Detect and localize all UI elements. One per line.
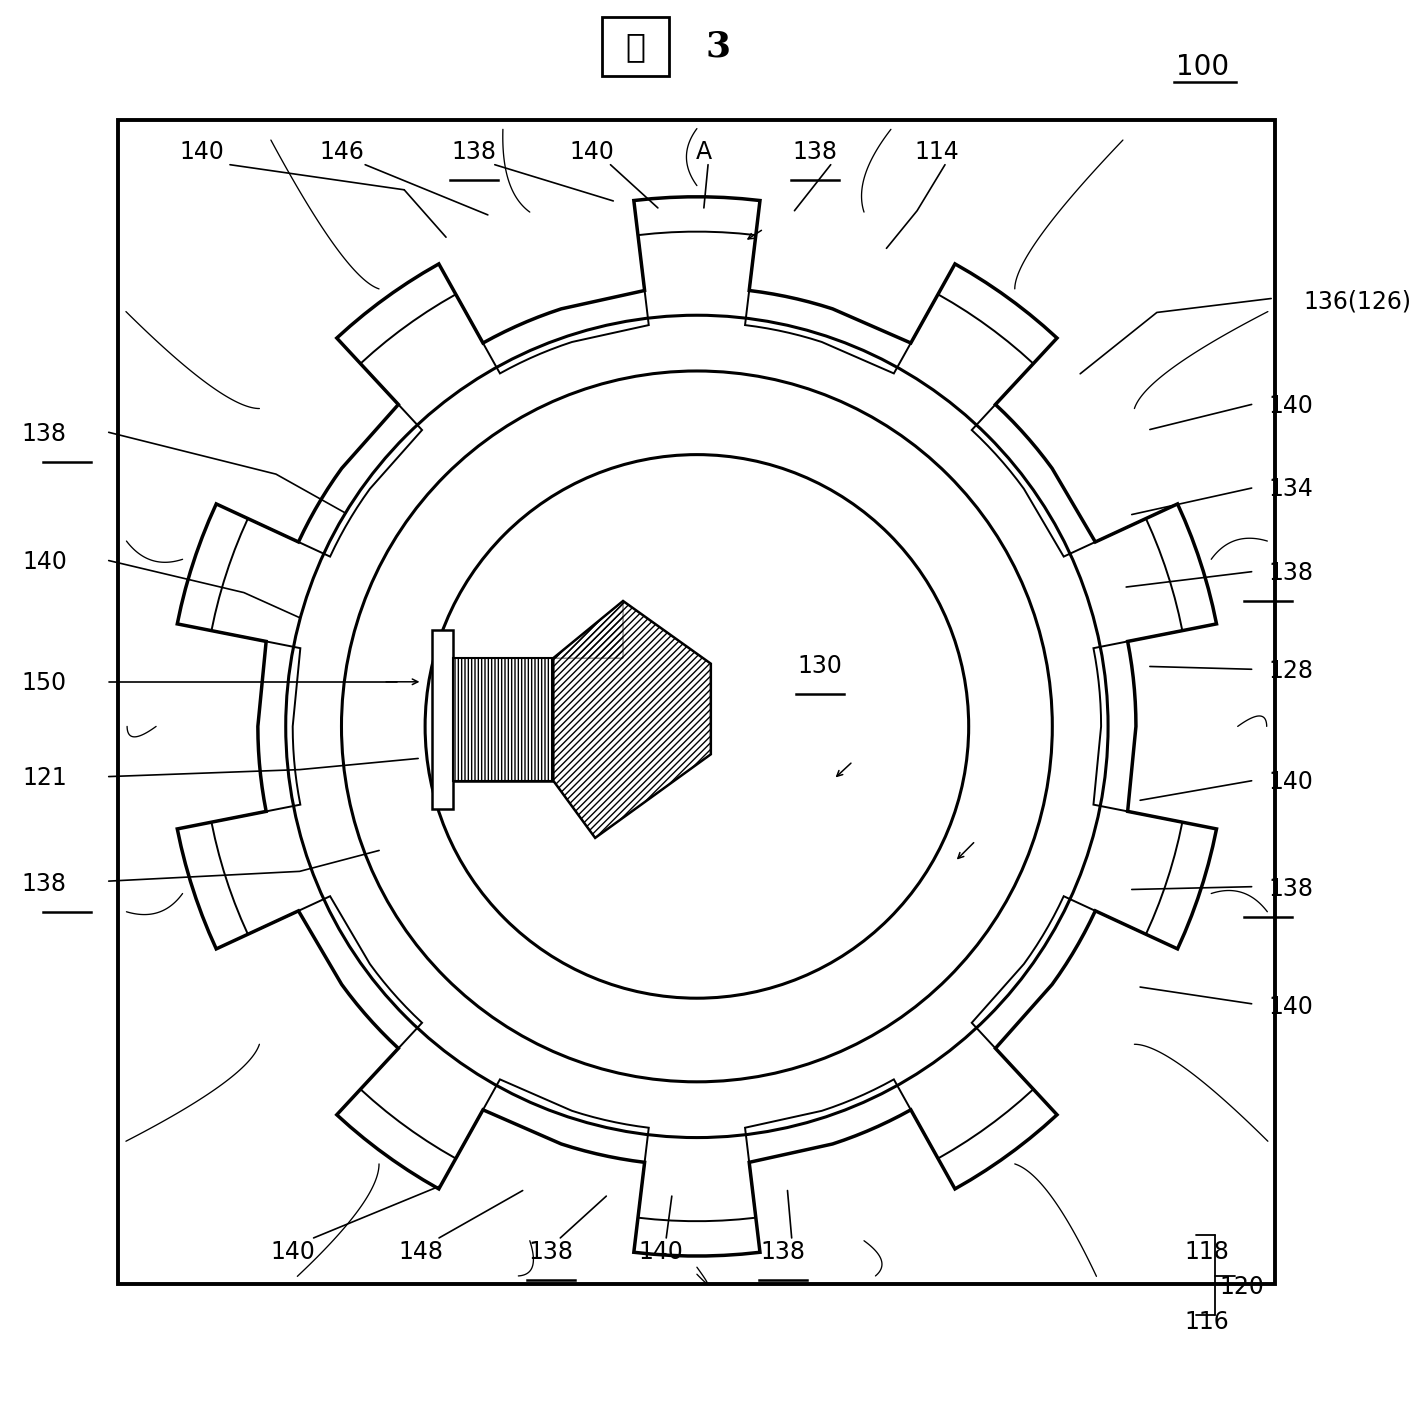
Text: 130: 130 bbox=[797, 655, 842, 679]
Text: 138: 138 bbox=[1268, 878, 1313, 902]
Text: 134: 134 bbox=[1268, 477, 1313, 501]
Text: 148: 148 bbox=[398, 1240, 444, 1264]
Bar bbox=[118, 120, 1275, 1284]
Text: 118: 118 bbox=[1185, 1240, 1229, 1264]
Text: 138: 138 bbox=[761, 1240, 805, 1264]
Text: A: A bbox=[696, 140, 712, 164]
FancyBboxPatch shape bbox=[602, 17, 669, 76]
Text: 138: 138 bbox=[21, 872, 67, 896]
Text: 138: 138 bbox=[21, 422, 67, 446]
Text: 140: 140 bbox=[1268, 394, 1313, 418]
Text: 138: 138 bbox=[793, 140, 838, 164]
Text: 140: 140 bbox=[1268, 995, 1313, 1019]
Text: 140: 140 bbox=[639, 1240, 683, 1264]
Text: 138: 138 bbox=[1268, 562, 1313, 586]
Text: 138: 138 bbox=[451, 140, 497, 164]
Text: 150: 150 bbox=[21, 672, 67, 696]
Text: 136(126): 136(126) bbox=[1303, 289, 1412, 313]
Text: 100: 100 bbox=[1177, 54, 1229, 82]
Text: 128: 128 bbox=[1268, 659, 1313, 683]
Text: 138: 138 bbox=[528, 1240, 573, 1264]
Text: 3: 3 bbox=[706, 30, 730, 63]
Text: 140: 140 bbox=[179, 140, 225, 164]
Text: 116: 116 bbox=[1185, 1309, 1229, 1333]
Bar bbox=[453, 658, 554, 780]
Text: 140: 140 bbox=[1268, 770, 1313, 794]
Text: 120: 120 bbox=[1220, 1274, 1265, 1298]
Polygon shape bbox=[433, 631, 554, 809]
Text: 140: 140 bbox=[270, 1240, 314, 1264]
Polygon shape bbox=[554, 601, 712, 838]
Text: 140: 140 bbox=[571, 140, 615, 164]
Text: 140: 140 bbox=[21, 550, 67, 574]
Bar bbox=[453, 658, 554, 780]
Polygon shape bbox=[178, 198, 1217, 1256]
Text: 146: 146 bbox=[319, 140, 364, 164]
Text: 121: 121 bbox=[23, 766, 67, 790]
Text: 図: 図 bbox=[626, 30, 646, 62]
Text: 114: 114 bbox=[914, 140, 959, 164]
